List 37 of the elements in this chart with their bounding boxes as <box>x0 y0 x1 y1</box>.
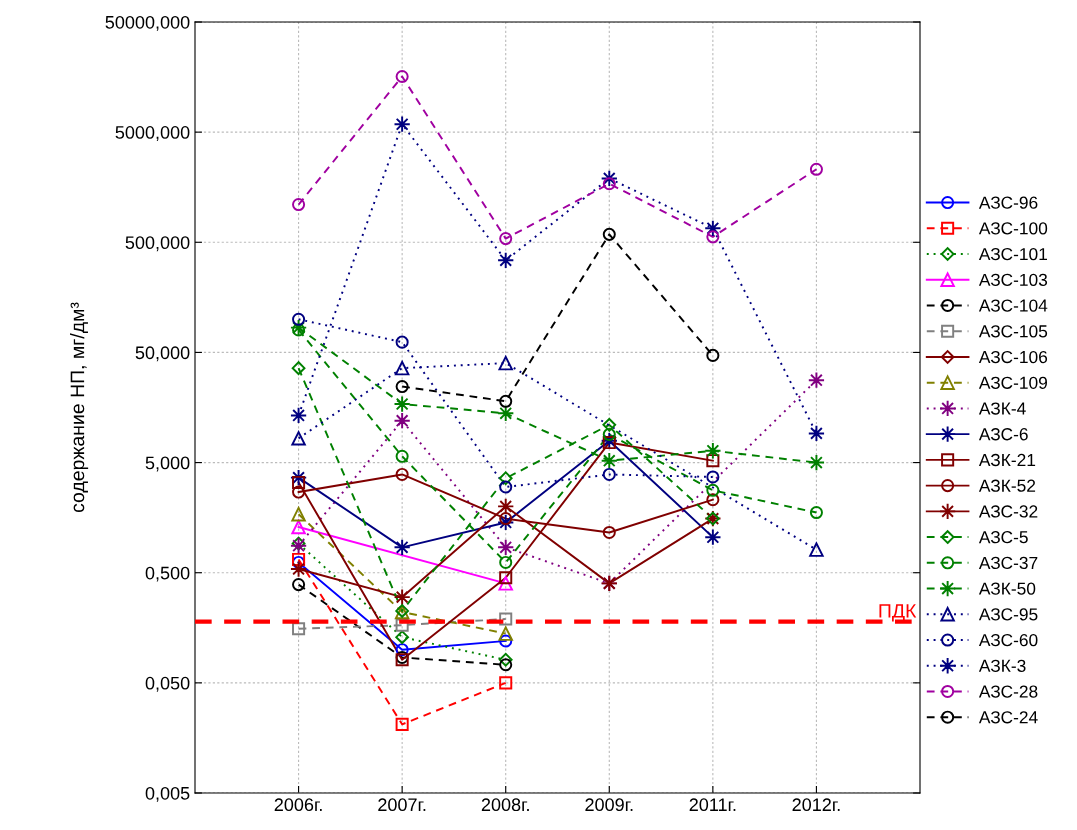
x-tick-label: 2011г. <box>689 798 736 812</box>
y-tick-label: 500,000 <box>125 236 190 252</box>
x-tick-label: 2012г. <box>792 798 840 812</box>
legend-label: АЗК-3 <box>978 659 1026 672</box>
ref-line-label: ПДК <box>879 604 917 622</box>
y-tick-label: 5000,000 <box>115 126 190 141</box>
y-tick-label: 50000,000 <box>105 15 190 31</box>
legend-label: АЗС-109 <box>978 376 1048 389</box>
legend-label: АЗК-21 <box>978 453 1036 467</box>
legend-label: АЗК-52 <box>978 479 1036 492</box>
legend-label: АЗС-6 <box>978 428 1028 441</box>
y-tick-label: 0,500 <box>145 566 190 582</box>
x-tick-label: 2007г. <box>378 798 426 812</box>
x-tick-label: 2008г. <box>481 798 529 812</box>
legend-label: АЗС-96 <box>978 196 1038 209</box>
legend-label: АЗС-28 <box>978 685 1038 698</box>
legend-label: АЗС-106 <box>978 350 1048 364</box>
legend-label: АЗК-50 <box>978 582 1036 595</box>
legend-label: АЗК-4 <box>978 402 1026 415</box>
legend-label: АЗС-37 <box>978 556 1038 570</box>
legend-label: АЗС-5 <box>978 531 1028 544</box>
legend-label: АЗС-105 <box>978 325 1048 338</box>
legend-label: АЗС-95 <box>978 608 1038 621</box>
y-tick-label: 0,005 <box>145 786 190 802</box>
legend-label: АЗС-103 <box>978 273 1048 286</box>
y-tick-label: 50,000 <box>135 346 190 362</box>
y-axis-title: содержание НП, мг/дм³ <box>70 302 89 513</box>
legend-label: АЗС-100 <box>978 222 1048 235</box>
legend-label: АЗС-104 <box>978 299 1048 312</box>
y-tick-label: 5,000 <box>145 456 190 472</box>
legend-label: АЗС-32 <box>978 505 1038 518</box>
legend-label: АЗС-24 <box>978 711 1038 724</box>
x-tick-label: 2006г. <box>274 798 322 812</box>
y-tick-label: 0,050 <box>145 676 190 692</box>
legend-label: АЗС-101 <box>978 247 1047 261</box>
legend-label: АЗС-60 <box>978 633 1038 647</box>
x-tick-label: 2009г. <box>585 798 633 812</box>
